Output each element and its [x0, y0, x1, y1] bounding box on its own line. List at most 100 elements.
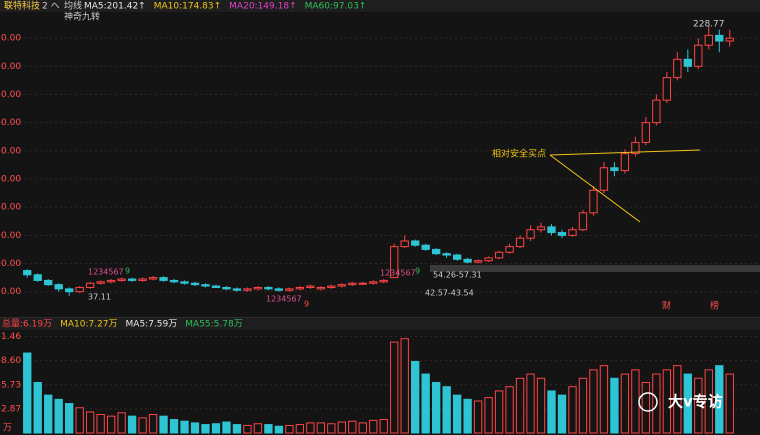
candle-body — [106, 279, 116, 283]
y-tick-label: 2.87 — [1, 404, 21, 414]
annotation: 相对安全买点 — [492, 148, 546, 160]
annotation: 228.77 — [693, 20, 725, 30]
candle-body — [138, 278, 147, 281]
volume-bar — [295, 424, 305, 434]
volume-bar — [463, 398, 472, 434]
volume-bar — [610, 377, 619, 434]
y-tick-label: 0.00 — [1, 90, 21, 100]
volume-bar — [662, 369, 672, 434]
candle-body — [704, 34, 713, 46]
arrow — [549, 154, 641, 223]
candle-body — [715, 34, 724, 42]
annotation: 1234567 — [266, 295, 302, 304]
volume-bar — [725, 373, 734, 434]
candle-body — [65, 288, 74, 293]
volume-bar — [348, 420, 357, 434]
candle-body — [295, 286, 305, 290]
candle-body — [473, 260, 483, 263]
volume-bar — [599, 365, 609, 434]
candle-body — [620, 153, 630, 172]
volume-legend: MA5:7.59万 — [126, 320, 178, 330]
candle-body — [431, 248, 441, 255]
candle-body — [327, 285, 336, 288]
volume-bar — [285, 424, 294, 434]
volume-bar — [337, 421, 346, 434]
volume-bar — [547, 390, 556, 434]
candle-body — [190, 282, 200, 286]
candle-body — [683, 58, 692, 67]
y-tick-label: 0.00 — [1, 259, 21, 269]
volume-bar — [127, 415, 137, 434]
volume-bar — [411, 360, 420, 434]
candle-body — [400, 240, 409, 248]
candle-body — [201, 284, 210, 287]
candle-body — [159, 277, 168, 281]
y-tick-label: 0.00 — [1, 175, 21, 185]
y-tick-label: 0.00 — [1, 62, 21, 72]
annotation: 1234567 — [380, 269, 416, 278]
volume-bar — [631, 369, 640, 434]
candle-body — [411, 240, 420, 246]
volume-bar — [75, 407, 84, 434]
volume-bar — [148, 413, 158, 434]
y-tick-label: 5.73 — [1, 380, 21, 390]
volume-bar — [390, 341, 399, 434]
annotation: 财 — [662, 300, 671, 312]
candle-body — [578, 212, 588, 231]
volume-header — [0, 318, 760, 330]
volume-bar — [473, 400, 483, 434]
candle-body — [536, 226, 546, 231]
watermark: 大v专访 — [668, 393, 723, 411]
candle-body — [662, 77, 672, 101]
volume-legend: MA10:7.27万 — [60, 320, 117, 330]
period[interactable]: 2 ヘ — [42, 2, 60, 12]
y-tick-label: 0.00 — [1, 34, 21, 44]
candle-body — [463, 258, 472, 263]
ma-legend: MA5:201.42↑ — [84, 2, 146, 12]
annotation: 9 — [125, 267, 130, 276]
volume-bar — [201, 424, 210, 434]
candle-body — [526, 229, 535, 239]
candle-body — [306, 285, 315, 288]
candle-body — [442, 253, 451, 256]
volume-bar — [44, 394, 53, 434]
volume-bar — [264, 424, 273, 434]
band — [430, 265, 760, 272]
candle-body — [673, 58, 682, 79]
y-tick-label: 0.00 — [1, 203, 21, 213]
candle-body — [33, 274, 42, 281]
candle-body — [390, 246, 399, 279]
volume-bar — [232, 424, 242, 434]
candle-body — [589, 189, 598, 214]
volume-bar — [526, 373, 535, 434]
watermark-icon — [638, 392, 658, 412]
unit-label: 万 — [3, 424, 12, 434]
subtitle: 神奇九转 — [64, 11, 100, 23]
volume-bar — [641, 382, 651, 434]
volume-bar — [369, 419, 378, 434]
stock-name[interactable]: 联特科技 — [4, 0, 40, 12]
volume-bar — [494, 390, 504, 434]
candle-body — [505, 246, 514, 253]
y-tick-label: 0.00 — [1, 231, 21, 241]
candle-body — [316, 286, 326, 290]
annotation: 榜 — [710, 300, 719, 312]
volume-bar — [306, 422, 315, 434]
ma-legend: MA10:174.83↑ — [154, 2, 221, 12]
candle-body — [631, 141, 640, 155]
volume-bar — [431, 382, 441, 434]
ma-legend: MA60:97.03↑ — [305, 2, 367, 12]
candle-body — [369, 281, 378, 284]
candle-body — [23, 270, 32, 276]
indicator-label[interactable]: 均线 — [64, 0, 82, 12]
annotation: 9 — [415, 267, 420, 276]
y-tick-label: 0.00 — [1, 287, 21, 297]
volume-bar — [54, 398, 63, 434]
volume-bar — [673, 365, 682, 434]
volume-bar — [442, 386, 451, 434]
candle-body — [85, 282, 95, 288]
candle-body — [421, 244, 430, 250]
candle-body — [44, 279, 53, 286]
volume-bar — [96, 413, 105, 434]
